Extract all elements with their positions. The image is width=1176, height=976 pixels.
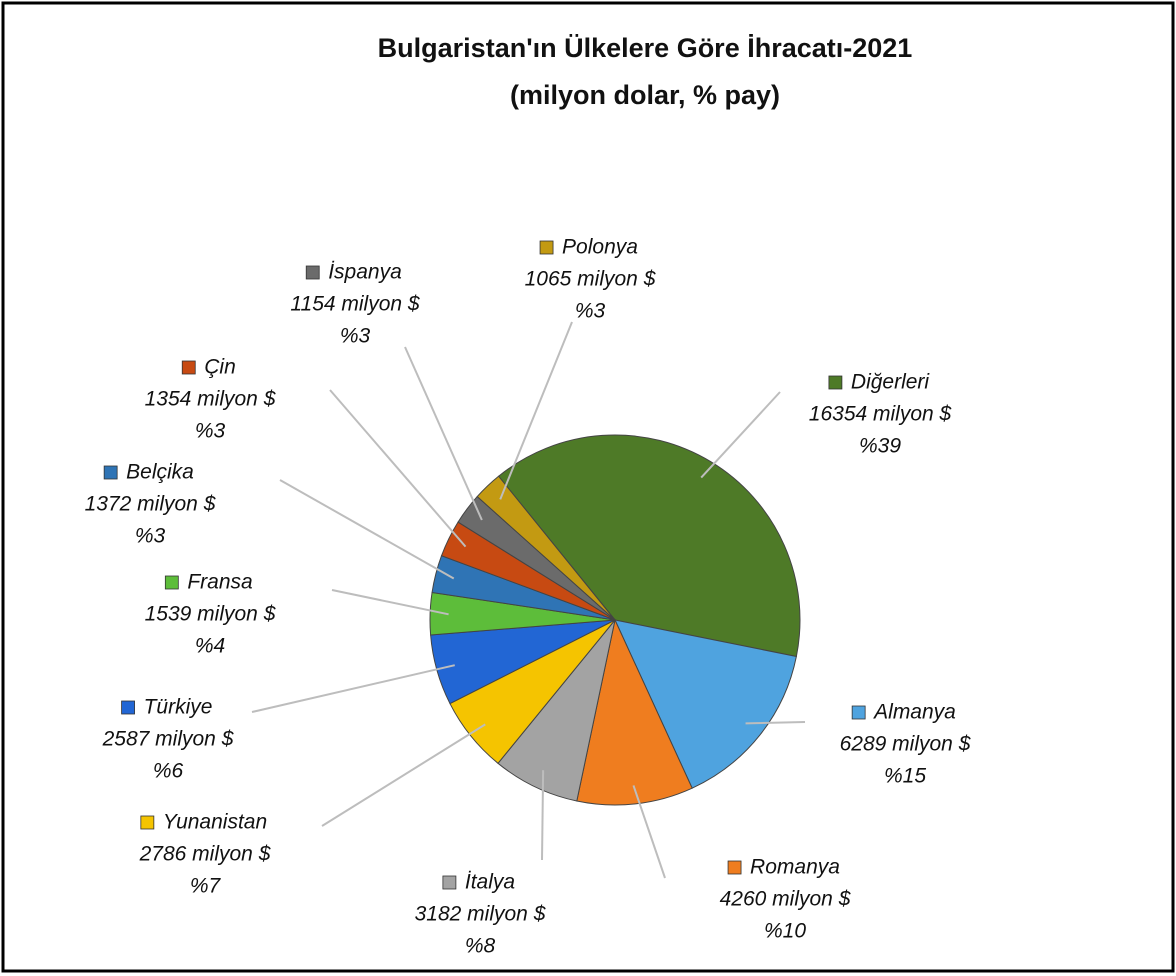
legend-label: Çin (204, 356, 236, 379)
legend-label: Romanya (750, 856, 840, 879)
share-label: %7 (190, 875, 222, 898)
legend-label: Türkiye (144, 696, 213, 719)
legend-swatch (442, 875, 457, 890)
legend-swatch (181, 360, 196, 375)
pie-slice (497, 434, 801, 658)
legend-label: Polonya (562, 236, 638, 259)
legend-swatch (121, 700, 135, 715)
legend-label: İtalya (465, 871, 515, 894)
chart-title: Bulgaristan'ın Ülkelere Göre İhracatı-20… (378, 33, 913, 63)
pie-slice (476, 475, 616, 621)
legend-swatch (727, 860, 742, 875)
legend-swatch (164, 575, 179, 590)
data-label: 1065 milyon $ (525, 268, 656, 291)
legend-swatch (539, 240, 554, 255)
leader-line (331, 589, 449, 616)
leader-line (541, 770, 545, 861)
leader-line (251, 664, 455, 713)
share-label: %4 (195, 635, 225, 658)
data-label: 6289 milyon $ (840, 733, 971, 756)
legend-label: Yunanistan (163, 811, 267, 834)
data-label: 1539 milyon $ (145, 603, 276, 626)
legend-label: İspanya (328, 261, 402, 284)
leader-line (632, 785, 666, 879)
data-label: 3182 milyon $ (415, 903, 546, 926)
share-label: %10 (764, 920, 806, 943)
data-label: 1372 milyon $ (85, 493, 216, 516)
legend-swatch (851, 705, 866, 720)
leader-line (329, 389, 467, 548)
share-label: %8 (465, 935, 496, 958)
share-label: %3 (340, 325, 371, 348)
leader-line (745, 721, 806, 725)
data-label: 1354 milyon $ (145, 388, 276, 411)
legend-label: Diğerleri (851, 371, 931, 394)
data-label: 4260 milyon $ (720, 888, 851, 911)
leader-line (700, 391, 781, 479)
leader-line (404, 346, 483, 521)
legend-swatch (140, 815, 155, 830)
legend-label: Belçika (126, 461, 194, 484)
share-label: %3 (135, 525, 166, 548)
leader-line (279, 479, 455, 580)
share-label: %15 (884, 765, 926, 788)
data-label: 2786 milyon $ (139, 843, 271, 866)
legend-swatch (103, 465, 118, 480)
legend-swatch (828, 375, 843, 390)
share-label: %3 (575, 300, 606, 323)
legend-swatch (305, 265, 320, 280)
leader-line (321, 723, 486, 827)
leader-line (499, 321, 573, 500)
legend-label: Fransa (187, 571, 252, 594)
data-label: 16354 milyon $ (809, 403, 952, 426)
data-label: 2587 milyon $ (102, 728, 234, 751)
share-label: %6 (153, 760, 184, 783)
chart-subtitle: (milyon dolar, % pay) (510, 80, 780, 110)
share-label: %3 (195, 420, 226, 443)
pie-slice (614, 619, 797, 789)
data-label: 1154 milyon $ (290, 293, 420, 316)
legend-label: Almanya (872, 701, 956, 724)
share-label: %39 (859, 435, 901, 458)
